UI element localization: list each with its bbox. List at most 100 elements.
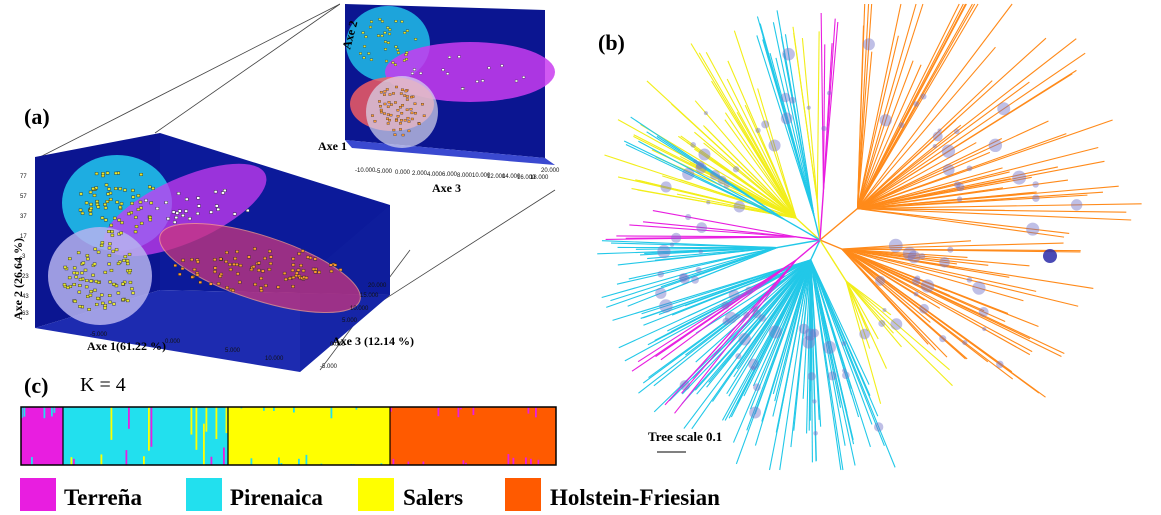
pca-point: [306, 255, 310, 259]
inset-point: [405, 51, 409, 54]
tree-branch: [681, 259, 812, 395]
pca-point: [107, 262, 111, 266]
tree-branch: [841, 248, 1081, 253]
pca-point: [232, 262, 236, 266]
inset-point: [373, 120, 377, 123]
bootstrap-node: [956, 196, 963, 202]
bootstrap-node: [685, 213, 692, 221]
structure-admixture-bar: [512, 457, 515, 465]
pca-point: [103, 203, 107, 206]
inset-point: [394, 119, 398, 122]
pca-point: [123, 188, 127, 192]
bootstrap-node: [671, 232, 682, 243]
bootstrap-node: [862, 38, 875, 51]
structure-admixture-bar: [525, 457, 527, 465]
inset-point: [395, 85, 398, 89]
tree-branch: [857, 191, 1037, 210]
tree-branch: [857, 207, 1070, 234]
inset-point: [475, 80, 479, 83]
pca-point: [123, 255, 128, 259]
tick-y: -23: [20, 274, 29, 280]
tree-branch: [841, 248, 948, 358]
pca-point: [246, 209, 250, 212]
pca-point: [108, 197, 113, 201]
tree-branch: [746, 259, 812, 431]
bootstrap-node: [920, 279, 935, 293]
pca-point: [113, 216, 117, 220]
pca-point: [100, 216, 105, 220]
structure-admixture-bar: [273, 407, 275, 411]
tree-branch: [640, 124, 797, 219]
pca-point: [148, 215, 152, 219]
bootstrap-node: [725, 311, 737, 324]
pca-point: [95, 202, 100, 206]
inset-point: [383, 102, 387, 106]
inset-point: [404, 89, 408, 93]
pca-point: [228, 263, 232, 266]
pca-point: [233, 257, 237, 261]
inset-point: [398, 106, 402, 109]
bootstrap-node: [679, 273, 688, 282]
tree-scale: Tree scale 0.1: [648, 429, 722, 453]
pca-point: [86, 257, 90, 261]
tree-branch: [856, 60, 914, 209]
tree-branch: [857, 207, 1132, 221]
inset-point: [400, 119, 403, 122]
inset-point: [359, 52, 362, 55]
pca-point: [257, 261, 261, 265]
bootstrap-node: [913, 101, 919, 107]
tree-branch: [856, 25, 865, 209]
tick-z: 0.000: [330, 342, 346, 348]
pca-point: [259, 286, 263, 290]
bootstrap-node: [768, 139, 781, 152]
bootstrap-node: [878, 320, 886, 327]
inset-tick-x: 6.000: [442, 172, 458, 178]
pca-point: [259, 276, 263, 280]
tree-branch: [637, 189, 797, 219]
pca-point: [235, 250, 239, 254]
inset-point: [383, 93, 386, 96]
structure-block: [390, 407, 556, 465]
pca-point: [112, 302, 116, 306]
cluster-ellipse-salers: [48, 227, 152, 325]
legend-item-terrena: Terreña: [20, 478, 142, 511]
pca-point: [115, 200, 119, 204]
pca-point: [313, 257, 317, 261]
pca-point: [180, 267, 185, 271]
structure-admixture-bar: [195, 407, 198, 450]
pca-point: [164, 201, 168, 205]
tree-branch: [779, 259, 812, 471]
pca-point: [225, 286, 229, 290]
pca-point: [259, 289, 264, 293]
tree-branch: [819, 239, 847, 282]
legend-item-salers: Salers: [358, 478, 463, 511]
bootstrap-node: [717, 175, 727, 185]
tree-branch: [775, 57, 815, 217]
tree-branch: [845, 280, 888, 369]
inset-tick-x: -10.000: [355, 168, 376, 174]
inset-point: [413, 102, 417, 105]
inset-point: [383, 31, 387, 34]
inset-point: [410, 117, 414, 121]
inset-point: [386, 113, 390, 116]
pca-point: [106, 192, 110, 196]
tree-branch: [686, 141, 797, 219]
structure-admixture-bar: [73, 458, 75, 465]
tree-branch: [757, 88, 797, 219]
pca-point: [225, 250, 229, 254]
tree-branch: [857, 191, 1104, 210]
pca-point: [209, 282, 213, 286]
inset-point: [396, 48, 400, 51]
pca-point: [130, 201, 134, 205]
tree-branch: [857, 137, 1003, 210]
tree-branch: [856, 3, 917, 209]
pca-point: [296, 268, 301, 272]
pca-point: [291, 257, 296, 261]
pca-point: [149, 201, 153, 205]
pca-point: [219, 257, 223, 261]
structure-admixture-bar: [537, 459, 540, 465]
bootstrap-node: [912, 277, 921, 286]
inset-point: [412, 68, 416, 71]
structure-admixture-bar: [527, 407, 530, 414]
